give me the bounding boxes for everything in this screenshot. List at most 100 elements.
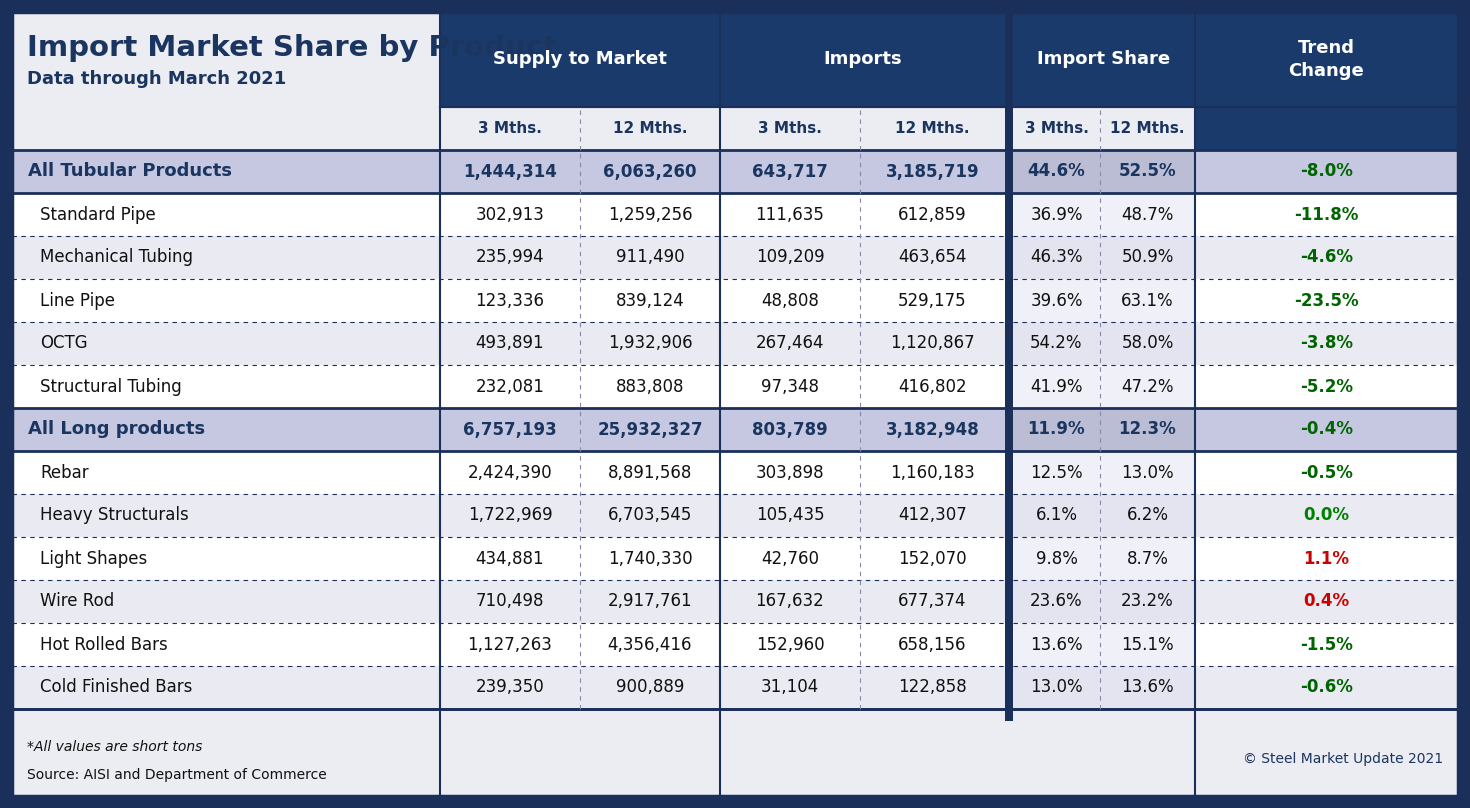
Text: 12.3%: 12.3% [1119,420,1176,439]
Bar [1013,322,1195,365]
Text: 13.0%: 13.0% [1030,679,1083,696]
Text: 6,063,260: 6,063,260 [603,162,697,180]
Text: 232,081: 232,081 [476,377,544,395]
Text: Standard Pipe: Standard Pipe [40,205,156,224]
Bar [12,451,1005,494]
Text: 677,374: 677,374 [898,592,967,611]
Bar [12,107,440,150]
Text: 1,740,330: 1,740,330 [607,549,692,567]
Text: 123,336: 123,336 [475,292,544,309]
Text: 416,802: 416,802 [898,377,967,395]
Bar [12,150,1005,193]
Text: 6.1%: 6.1% [1035,507,1078,524]
Bar [12,279,1005,322]
Text: 41.9%: 41.9% [1030,377,1083,395]
Text: -3.8%: -3.8% [1299,335,1352,352]
Text: 13.0%: 13.0% [1122,464,1175,482]
Text: 0.4%: 0.4% [1304,592,1349,611]
Text: 25,932,327: 25,932,327 [597,420,703,439]
Bar [1013,451,1195,494]
Bar [12,721,1458,796]
Text: 11.9%: 11.9% [1028,420,1085,439]
Text: 529,175: 529,175 [898,292,967,309]
Text: 152,960: 152,960 [756,636,825,654]
Text: 2,424,390: 2,424,390 [467,464,553,482]
Bar [1195,537,1458,580]
Text: 267,464: 267,464 [756,335,825,352]
Bar [1013,12,1195,107]
Text: 3,182,948: 3,182,948 [885,420,979,439]
Bar [12,236,1005,279]
Text: *All values are short tons: *All values are short tons [26,740,203,754]
Text: 3 Mths.: 3 Mths. [1025,121,1088,136]
Text: 1,259,256: 1,259,256 [607,205,692,224]
Text: 6.2%: 6.2% [1126,507,1169,524]
Text: 152,070: 152,070 [898,549,967,567]
Bar [1195,193,1458,236]
Bar [440,12,720,107]
Bar [12,537,1005,580]
Bar [1013,193,1195,236]
Text: 883,808: 883,808 [616,377,684,395]
Text: Source: AISI and Department of Commerce: Source: AISI and Department of Commerce [26,768,326,782]
Text: 1,932,906: 1,932,906 [607,335,692,352]
Text: Import Share: Import Share [1038,50,1170,69]
Text: 710,498: 710,498 [476,592,544,611]
Bar [1013,107,1195,150]
Text: 50.9%: 50.9% [1122,249,1173,267]
Text: 13.6%: 13.6% [1122,679,1175,696]
Text: 23.6%: 23.6% [1030,592,1083,611]
Text: 63.1%: 63.1% [1122,292,1175,309]
Text: 2,917,761: 2,917,761 [607,592,692,611]
Text: © Steel Market Update 2021: © Steel Market Update 2021 [1242,751,1444,765]
Text: -11.8%: -11.8% [1294,205,1358,224]
Bar [440,107,720,150]
Text: 8,891,568: 8,891,568 [607,464,692,482]
Bar [1013,494,1195,537]
Text: -0.6%: -0.6% [1299,679,1352,696]
Text: Heavy Structurals: Heavy Structurals [40,507,188,524]
Text: 303,898: 303,898 [756,464,825,482]
Bar [720,107,1005,150]
Text: 58.0%: 58.0% [1122,335,1173,352]
Text: 42,760: 42,760 [761,549,819,567]
Text: Rebar: Rebar [40,464,88,482]
Bar [1195,322,1458,365]
Text: 1.1%: 1.1% [1304,549,1349,567]
Text: 12 Mths.: 12 Mths. [613,121,688,136]
Text: -0.5%: -0.5% [1299,464,1352,482]
Text: 839,124: 839,124 [616,292,685,309]
Text: 23.2%: 23.2% [1122,592,1175,611]
Text: Data through March 2021: Data through March 2021 [26,70,287,89]
Bar [12,580,1005,623]
Text: 111,635: 111,635 [756,205,825,224]
Text: 48,808: 48,808 [761,292,819,309]
Bar [1013,666,1195,709]
Text: 15.1%: 15.1% [1122,636,1175,654]
Bar [12,365,1005,408]
Text: -23.5%: -23.5% [1294,292,1358,309]
Text: 235,994: 235,994 [476,249,544,267]
Text: 12 Mths.: 12 Mths. [1110,121,1185,136]
Text: 1,722,969: 1,722,969 [467,507,553,524]
Bar [12,322,1005,365]
Bar [1013,623,1195,666]
Text: All Tubular Products: All Tubular Products [28,162,232,180]
Text: -0.4%: -0.4% [1299,420,1352,439]
Text: -1.5%: -1.5% [1299,636,1352,654]
Text: 54.2%: 54.2% [1030,335,1083,352]
Bar [12,408,1005,451]
Bar [1013,279,1195,322]
Text: 105,435: 105,435 [756,507,825,524]
Bar [1195,107,1458,150]
Text: 109,209: 109,209 [756,249,825,267]
Bar [1195,236,1458,279]
Text: 47.2%: 47.2% [1122,377,1173,395]
Text: 412,307: 412,307 [898,507,967,524]
Text: Supply to Market: Supply to Market [492,50,667,69]
Text: 167,632: 167,632 [756,592,825,611]
Text: Import Market Share by Product: Import Market Share by Product [26,33,557,61]
Bar [1195,12,1458,107]
Text: Cold Finished Bars: Cold Finished Bars [40,679,193,696]
Text: 463,654: 463,654 [898,249,967,267]
